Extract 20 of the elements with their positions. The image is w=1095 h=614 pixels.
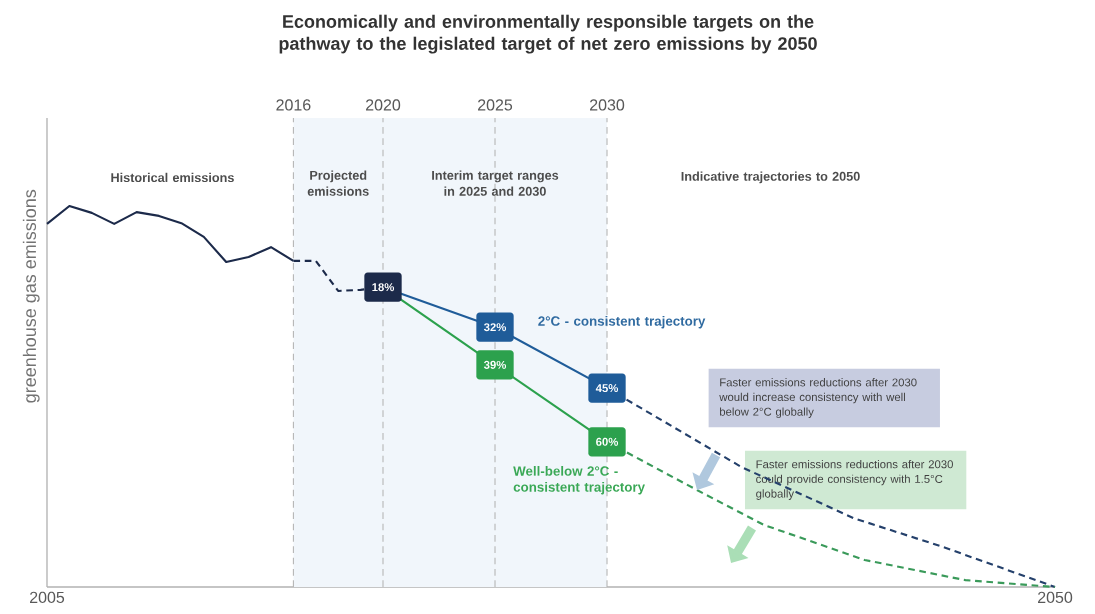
annotation: Faster emissions reductions after 2030 would increase consistency with well below 2°C globally bbox=[719, 378, 917, 418]
chart-title: Economically and environmentally responsible targets on the pathway to the legislated target of net zero emissions by 2050 bbox=[279, 14, 817, 54]
x-tick-label: 2005 bbox=[30, 591, 65, 604]
series-label: Well-below 2°C -consistent trajectory bbox=[513, 465, 645, 495]
x2-tick-label: 2030 bbox=[590, 99, 625, 111]
text: Indicative trajectories to 2050 bbox=[681, 171, 860, 184]
series-label: 2°C - consistent trajectory bbox=[538, 315, 706, 329]
annotation: 18% bbox=[372, 283, 395, 292]
y-axis-title: greenhouse gas emissions bbox=[22, 189, 40, 403]
annotation: 39% bbox=[483, 360, 507, 369]
text: Interim target ranges in 2025 and 2030 bbox=[432, 170, 559, 196]
x2-tick-label: 2025 bbox=[478, 99, 513, 111]
annotation: 45% bbox=[595, 384, 619, 393]
annotation: 60% bbox=[596, 437, 619, 446]
text: Historical emissions bbox=[111, 172, 234, 183]
annotation: 32% bbox=[483, 323, 507, 332]
x-tick-label: 2050 bbox=[1038, 591, 1073, 604]
x2-tick-label: 2020 bbox=[366, 99, 401, 111]
x2-tick-label: 2016 bbox=[276, 99, 311, 111]
text: Projected emissions bbox=[307, 170, 369, 196]
